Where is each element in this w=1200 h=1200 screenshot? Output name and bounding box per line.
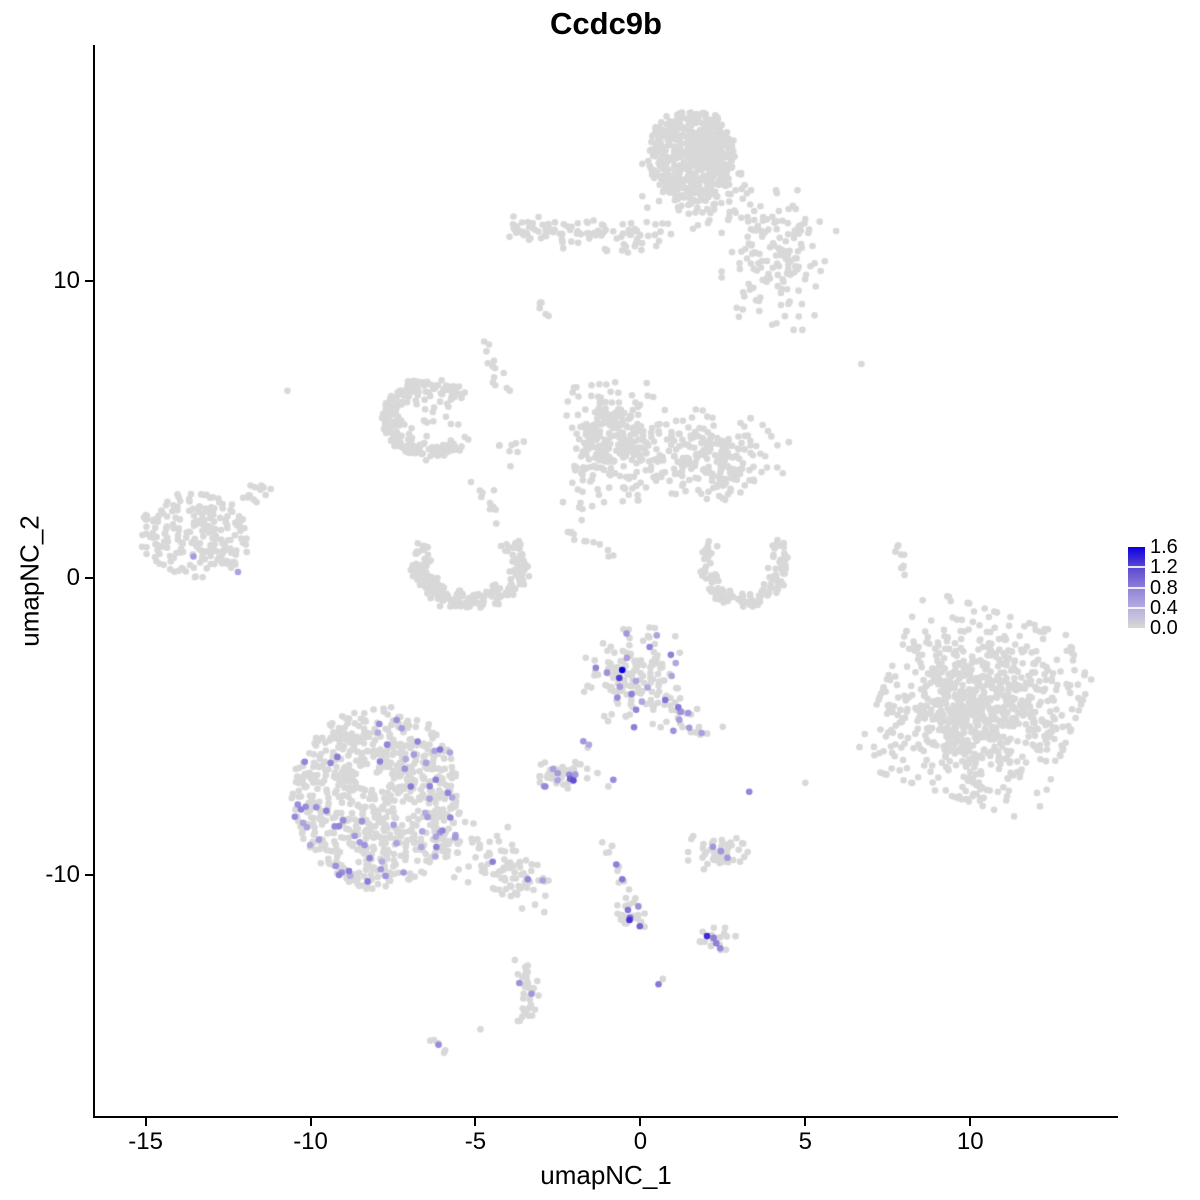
colorbar-tick — [1128, 566, 1145, 569]
colorbar-legend: 1.6 1.2 0.8 0.4 0.0 — [1126, 536, 1200, 640]
plot-title: Ccdc9b — [550, 6, 662, 41]
x-axis-line — [93, 1116, 1118, 1118]
colorbar-label: 0.4 — [1150, 596, 1178, 619]
x-tick-label: 5 — [798, 1128, 812, 1155]
y-axis-line — [93, 45, 95, 1118]
colorbar-label: 1.2 — [1150, 556, 1178, 579]
colorbar-tick — [1128, 586, 1145, 589]
y-tick-mark — [85, 873, 93, 876]
y-tick-label: 10 — [53, 266, 80, 294]
colorbar-label: 0.0 — [1150, 617, 1178, 639]
x-axis-title: umapNC_1 — [540, 1160, 672, 1190]
y-tick-label: 0 — [66, 563, 80, 591]
y-tick-mark — [85, 576, 93, 579]
x-tick-mark — [309, 1118, 312, 1126]
y-axis-title: umapNC_2 — [14, 515, 45, 647]
y-tick-mark — [85, 279, 93, 282]
x-tick-mark — [474, 1118, 477, 1126]
x-tick-label: 10 — [956, 1128, 984, 1155]
x-tick-label: -5 — [464, 1128, 487, 1155]
colorbar-label: 0.8 — [1150, 576, 1178, 599]
x-tick-label: 0 — [633, 1128, 648, 1155]
x-tick-label: -15 — [128, 1128, 163, 1155]
x-tick-mark — [639, 1118, 642, 1126]
x-tick-mark — [804, 1118, 807, 1126]
x-tick-mark — [144, 1118, 147, 1126]
colorbar-tick — [1128, 606, 1145, 609]
y-tick-label: -10 — [45, 860, 80, 888]
colorbar-label: 1.6 — [1150, 536, 1178, 558]
x-tick-mark — [969, 1118, 972, 1126]
x-tick-label: -10 — [293, 1128, 328, 1155]
